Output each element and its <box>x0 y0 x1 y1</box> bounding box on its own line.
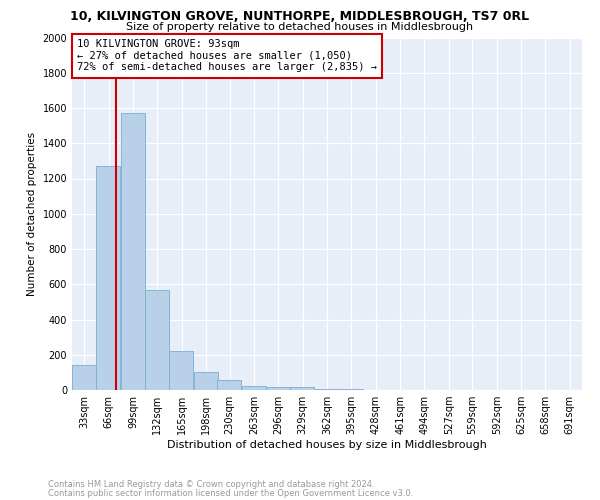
X-axis label: Distribution of detached houses by size in Middlesbrough: Distribution of detached houses by size … <box>167 440 487 450</box>
Bar <box>290 388 314 390</box>
Text: 10 KILVINGTON GROVE: 93sqm
← 27% of detached houses are smaller (1,050)
72% of s: 10 KILVINGTON GROVE: 93sqm ← 27% of deta… <box>77 40 377 72</box>
Bar <box>121 114 145 390</box>
Text: Contains public sector information licensed under the Open Government Licence v3: Contains public sector information licen… <box>48 488 413 498</box>
Bar <box>266 388 290 390</box>
Bar <box>339 389 363 390</box>
Bar <box>169 351 193 390</box>
Text: Contains HM Land Registry data © Crown copyright and database right 2024.: Contains HM Land Registry data © Crown c… <box>48 480 374 489</box>
Text: Size of property relative to detached houses in Middlesbrough: Size of property relative to detached ho… <box>127 22 473 32</box>
Bar <box>97 166 121 390</box>
Bar <box>72 366 96 390</box>
Bar <box>315 389 339 390</box>
Bar <box>217 380 241 390</box>
Y-axis label: Number of detached properties: Number of detached properties <box>27 132 37 296</box>
Bar <box>145 290 169 390</box>
Text: 10, KILVINGTON GROVE, NUNTHORPE, MIDDLESBROUGH, TS7 0RL: 10, KILVINGTON GROVE, NUNTHORPE, MIDDLES… <box>70 10 530 23</box>
Bar <box>194 372 218 390</box>
Bar <box>242 386 266 390</box>
